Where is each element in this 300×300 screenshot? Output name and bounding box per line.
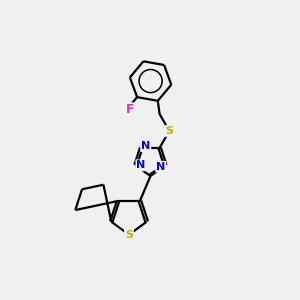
Text: F: F <box>125 103 134 116</box>
Text: N: N <box>141 141 150 151</box>
Text: N: N <box>156 162 165 172</box>
Text: N: N <box>136 160 146 170</box>
Text: S: S <box>125 230 133 240</box>
Text: S: S <box>165 126 173 136</box>
